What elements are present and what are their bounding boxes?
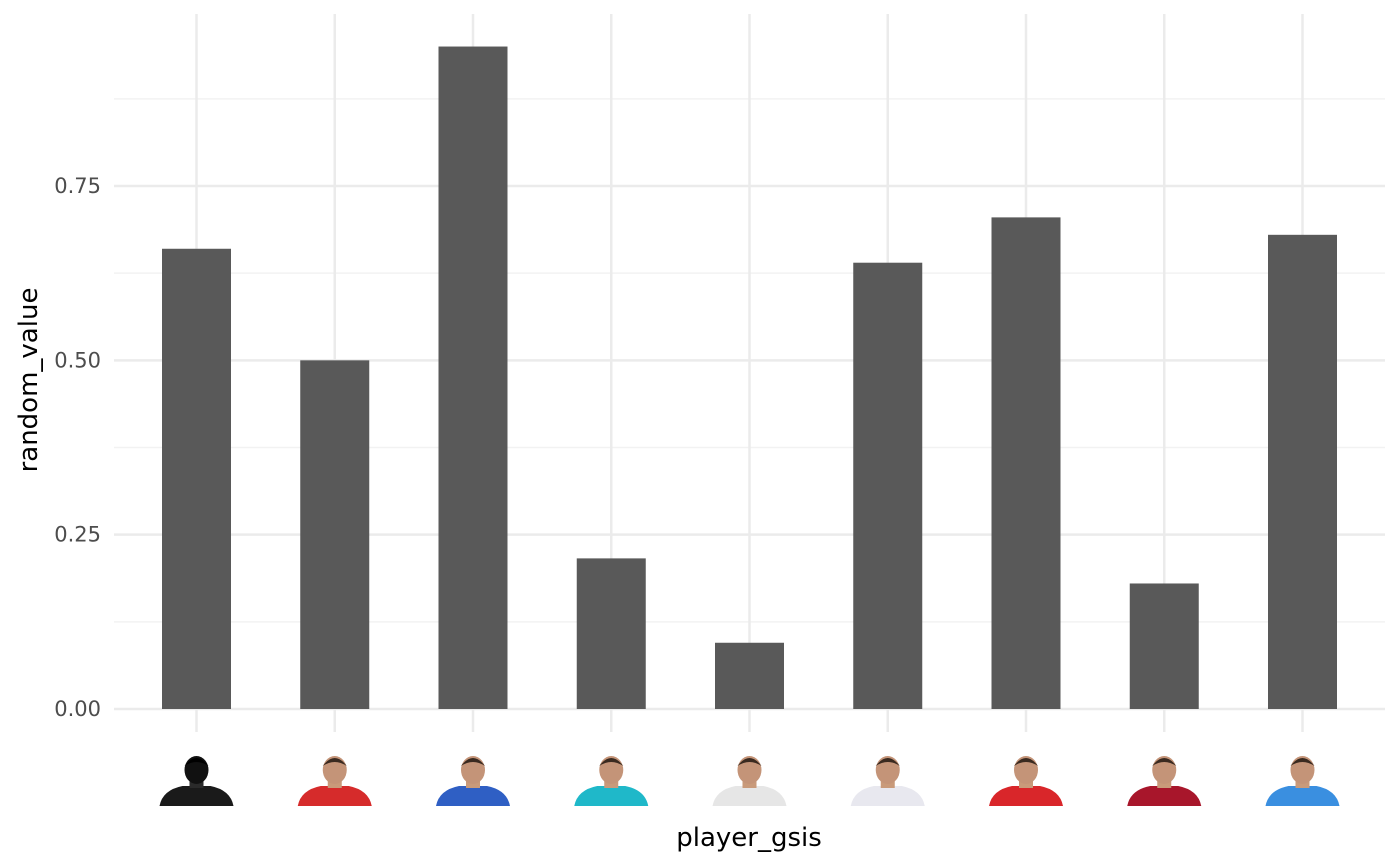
y-tick-label: 0.75 [54, 174, 101, 198]
hair-shape [322, 758, 347, 766]
bar [853, 262, 923, 709]
y-axis-ticks: 0.00 0.25 0.50 0.75 [54, 174, 101, 721]
bar [715, 642, 784, 709]
bar [576, 558, 646, 709]
x-axis-player-headshots [159, 756, 1340, 806]
hair-shape [1014, 758, 1038, 766]
player-headshot-icon [989, 756, 1063, 806]
bars [162, 46, 1337, 710]
bar [438, 46, 508, 710]
jersey-shape [989, 786, 1063, 806]
jersey-shape [436, 786, 510, 806]
jersey-shape [159, 786, 234, 806]
jersey-shape [712, 786, 787, 806]
jersey-shape [297, 786, 372, 806]
hair-shape [599, 758, 624, 766]
hair-shape [737, 758, 762, 766]
bar [162, 248, 231, 709]
hair-shape [875, 758, 900, 766]
hair-shape [1290, 758, 1315, 766]
player-headshot-icon [159, 756, 234, 806]
bar [1268, 234, 1337, 709]
hair-shape [1152, 758, 1177, 766]
jersey-shape [850, 786, 925, 806]
player-headshot-icon [1265, 756, 1340, 806]
player-headshot-icon [1127, 756, 1202, 806]
bar [300, 360, 370, 709]
bar [991, 217, 1061, 709]
y-tick-label: 0.50 [54, 348, 101, 372]
player-headshot-icon [436, 756, 510, 806]
x-axis-title: player_gsis [676, 823, 822, 853]
player-headshot-icon [850, 756, 925, 806]
y-tick-label: 0.00 [54, 697, 101, 721]
jersey-shape [574, 786, 649, 806]
player-headshot-icon [574, 756, 649, 806]
player-headshot-icon [712, 756, 787, 806]
jersey-shape [1127, 786, 1202, 806]
player-headshot-icon [297, 756, 372, 806]
hair-shape [461, 758, 485, 766]
hair-shape [184, 758, 209, 766]
bar [1129, 583, 1199, 709]
y-tick-label: 0.25 [54, 523, 101, 547]
jersey-shape [1265, 786, 1340, 806]
y-axis-title: random_value [14, 288, 44, 473]
